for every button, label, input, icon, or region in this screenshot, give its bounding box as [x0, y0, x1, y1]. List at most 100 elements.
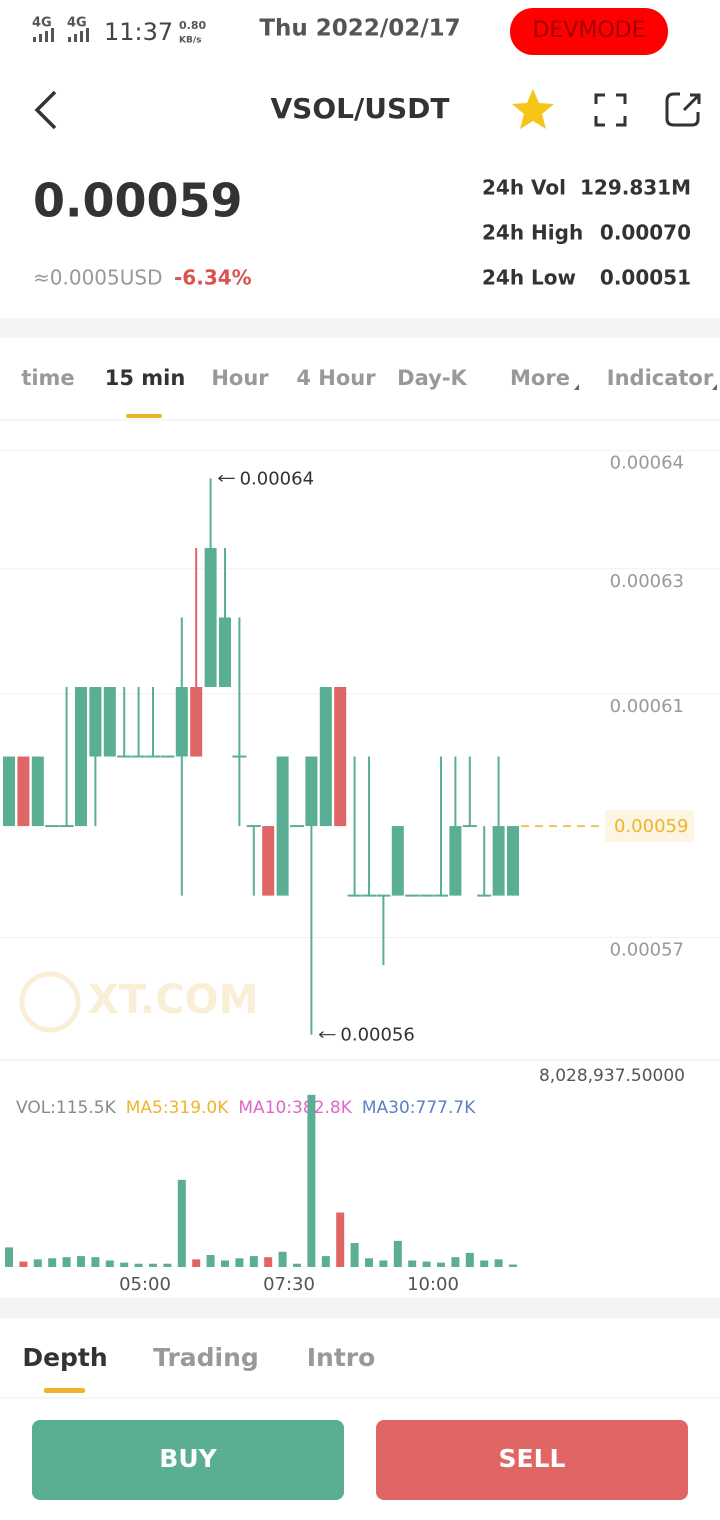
- interval-tab[interactable]: Indicator: [607, 366, 714, 390]
- stat-label: 24h Vol: [482, 176, 566, 200]
- candle-body: [3, 756, 15, 827]
- interval-tab[interactable]: Day-K: [397, 366, 467, 390]
- volume-bar: [235, 1258, 244, 1267]
- volume-bar: [509, 1264, 517, 1267]
- volume-bar: [19, 1261, 28, 1267]
- candle-body: [17, 756, 30, 827]
- fullscreen-button[interactable]: [594, 93, 627, 127]
- stat-label: 24h High: [482, 221, 583, 245]
- dropdown-caret: [574, 384, 579, 390]
- stat-value: 129.831M: [580, 176, 691, 200]
- sell-label: SELL: [499, 1444, 566, 1473]
- volume-bar: [437, 1262, 445, 1267]
- last-price-label: 0.00059: [614, 816, 688, 837]
- volume-bar: [451, 1257, 460, 1267]
- sell-button[interactable]: [376, 1420, 688, 1500]
- usd-price: ≈0.0005USD: [33, 266, 162, 290]
- volume-bar: [5, 1247, 13, 1267]
- volume-legend: MA5:319.0K: [126, 1098, 230, 1118]
- candle-body: [175, 687, 188, 757]
- separator: [0, 1298, 720, 1318]
- price-annotation: 0.00064: [240, 468, 314, 489]
- dropdown-caret: [712, 384, 717, 390]
- y-tick-label: 0.00061: [610, 696, 684, 717]
- section-tab[interactable]: Intro: [307, 1343, 376, 1372]
- section-tab[interactable]: Depth: [22, 1343, 107, 1372]
- volume-chart: 8,028,937.50000 VOL:115.5K MA5:319.0K MA10:…: [5, 1066, 685, 1295]
- interval-tab[interactable]: time: [21, 366, 74, 390]
- candle-body: [103, 687, 116, 757]
- volume-bar: [293, 1263, 301, 1267]
- candle-body: [31, 756, 44, 827]
- back-button[interactable]: [34, 90, 57, 130]
- volume-legend: MA10:382.8K: [238, 1098, 352, 1118]
- volume-bar: [278, 1251, 287, 1267]
- candle-chart: XT.COM 0.00064 0.00063 0.00061 0.00057 0.0006…: [0, 450, 720, 1046]
- volume-bar: [192, 1259, 201, 1267]
- share-button[interactable]: [665, 92, 701, 127]
- last-price-box: [605, 810, 694, 843]
- volume-bar: [120, 1262, 129, 1267]
- volume-bar: [379, 1260, 388, 1267]
- volume-bar: [465, 1252, 474, 1267]
- x-tick-label: 05:00: [119, 1274, 171, 1295]
- volume-bar: [494, 1259, 503, 1267]
- volume-bar: [480, 1260, 489, 1267]
- annotation-arrow: [218, 474, 235, 482]
- volume-bar: [321, 1256, 330, 1267]
- interval-tabs: time 15 min Hour 4 Hour Day-K More Indicator: [21, 366, 717, 390]
- volume-bar: [393, 1240, 402, 1267]
- annotation-arrow: [319, 1031, 336, 1039]
- volume-bar: [350, 1243, 359, 1267]
- interval-tab[interactable]: More: [510, 366, 570, 390]
- x-tick-label: 07:30: [263, 1274, 315, 1295]
- volume-bar: [177, 1179, 186, 1267]
- volume-bar: [48, 1258, 57, 1267]
- interval-tab[interactable]: 4 Hour: [296, 366, 376, 390]
- active-indicator: [126, 414, 162, 418]
- volume-bar: [365, 1258, 373, 1267]
- interval-tab[interactable]: 15 min: [105, 366, 186, 390]
- stat-label: 24h Low: [482, 266, 576, 290]
- volume-bar: [221, 1260, 229, 1267]
- candle-body: [391, 826, 404, 896]
- y-tick-label: 8,028,937.50000: [539, 1066, 685, 1086]
- volume-legend: VOL:115.5K: [16, 1098, 117, 1118]
- volume-bar: [264, 1257, 273, 1267]
- volume-bar: [336, 1212, 345, 1267]
- stat-value: 0.00070: [600, 221, 691, 245]
- bottom-tabs: Depth Trading Intro: [22, 1343, 375, 1372]
- candle-body: [89, 687, 102, 757]
- signal-label: 4G: [32, 16, 52, 31]
- price-annotation: 0.00056: [340, 1025, 414, 1046]
- buy-label: BUY: [159, 1444, 217, 1473]
- watermark: XT.COM: [88, 977, 258, 1023]
- volume-bar: [105, 1260, 114, 1267]
- volume-bar: [206, 1255, 215, 1267]
- last-price: 0.00059: [33, 174, 243, 228]
- candle-body: [204, 547, 217, 688]
- y-tick-label: 0.00064: [610, 453, 684, 474]
- favorite-star[interactable]: [512, 89, 554, 129]
- active-indicator: [44, 1388, 85, 1393]
- price-change: -6.34%: [174, 266, 252, 290]
- signal-icons: [33, 28, 89, 42]
- section-tab[interactable]: Trading: [153, 1343, 259, 1372]
- interval-tab[interactable]: Hour: [211, 366, 269, 390]
- buy-button[interactable]: [32, 1420, 344, 1500]
- candle-body: [319, 687, 332, 827]
- stats: 24h Vol 129.831M 24h High 0.00070 24h Low 0.0…: [482, 176, 691, 290]
- volume-legend: MA30:777.7K: [362, 1098, 476, 1118]
- devmode-badge: [510, 8, 668, 55]
- candle-body: [305, 756, 318, 827]
- y-tick-label: 0.00063: [610, 571, 684, 592]
- candle-body: [262, 826, 275, 896]
- volume-bar: [91, 1257, 100, 1267]
- volume-bar: [408, 1260, 417, 1267]
- candle-body: [276, 756, 289, 896]
- volume-bar: [149, 1263, 157, 1267]
- candle-body: [219, 617, 231, 688]
- y-tick-label: 0.00057: [610, 939, 684, 960]
- watermark-logo: [19, 971, 81, 1033]
